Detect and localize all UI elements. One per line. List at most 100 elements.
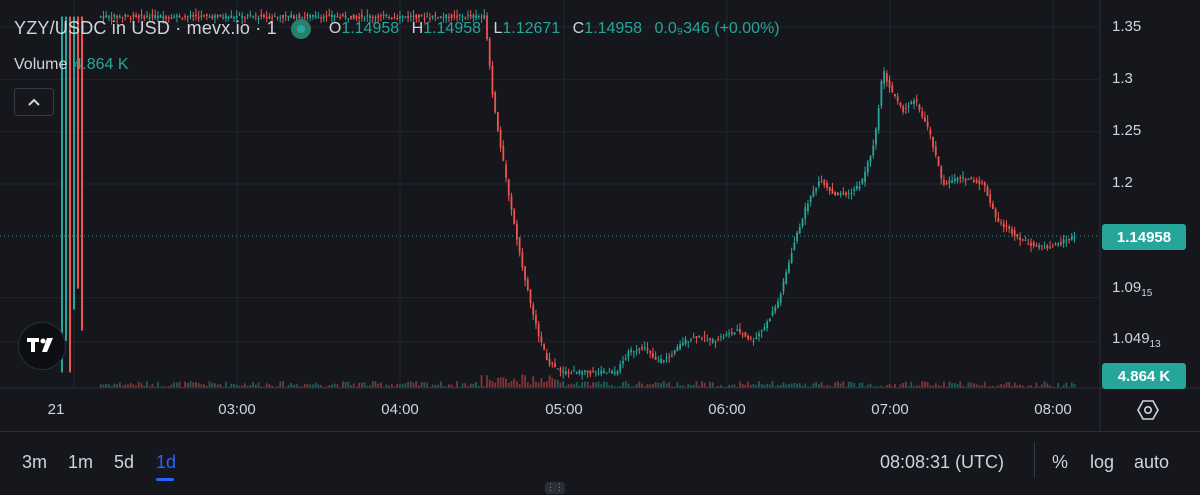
candle-body <box>551 363 554 365</box>
candle-body <box>937 156 940 167</box>
collapse-legend-button[interactable] <box>14 88 54 116</box>
candle-body <box>306 14 309 16</box>
volume-bar <box>853 383 856 388</box>
utc-clock[interactable]: 08:08:31 (UTC) <box>880 452 1005 472</box>
candle-body <box>360 14 363 18</box>
candle-body <box>703 335 706 337</box>
time-tick: 07:00 <box>871 401 909 418</box>
volume-bar <box>496 377 499 388</box>
candle-body <box>858 186 861 189</box>
candle-body <box>760 330 763 332</box>
candle-body <box>619 364 622 371</box>
volume-bar <box>812 383 815 388</box>
volume-bar <box>290 382 293 388</box>
candle-body <box>260 14 263 17</box>
volume-bar <box>385 384 388 388</box>
volume-bar <box>744 384 747 388</box>
volume-bar <box>1011 386 1013 388</box>
grip-dots-icon[interactable]: ⋮⋮ <box>545 482 565 494</box>
volume-bar <box>461 383 464 388</box>
candle-body <box>301 17 303 19</box>
candle-body <box>798 226 801 234</box>
symbol-title[interactable]: YZY/USDC in USD · mevx.io · 1 <box>14 18 277 38</box>
range-1m-button[interactable]: 1m <box>68 452 94 472</box>
price-chart[interactable] <box>0 0 1200 431</box>
active-range-indicator <box>156 478 174 481</box>
volume-bar <box>224 381 227 388</box>
candle-body <box>649 350 652 354</box>
candle-body <box>388 17 390 19</box>
candle-body <box>684 338 687 344</box>
candle-body <box>964 178 967 181</box>
volume-bar <box>426 382 429 388</box>
volume-bar <box>836 381 839 388</box>
volume-bar <box>543 382 546 388</box>
candle-body <box>692 336 695 338</box>
volume-bar <box>600 383 603 388</box>
volume-bar <box>608 385 611 388</box>
candle-body <box>162 16 165 19</box>
volume-bar <box>1043 381 1046 388</box>
percent-scale-button[interactable]: % <box>1052 452 1069 472</box>
volume-bar <box>203 384 206 388</box>
volume-bar <box>964 386 967 388</box>
volume-bar <box>271 385 274 388</box>
time-tick: 06:00 <box>708 401 746 418</box>
candle-body <box>994 208 997 218</box>
candle-body <box>524 266 526 281</box>
volume-bar <box>233 384 235 388</box>
log-scale-button[interactable]: log <box>1090 452 1115 472</box>
candle-body <box>891 85 894 93</box>
chart-grid <box>0 0 1100 388</box>
volume-bar <box>137 381 140 388</box>
candle-body <box>850 192 853 194</box>
candle-body <box>233 17 235 19</box>
volume-bar <box>1060 386 1062 388</box>
candle-body <box>295 17 298 19</box>
candle-body <box>219 14 222 17</box>
tradingview-logo[interactable] <box>18 322 66 370</box>
candle-body <box>244 17 246 19</box>
candle-body <box>611 370 614 374</box>
volume-bar <box>211 383 214 388</box>
candle-body <box>1016 234 1019 237</box>
candle-body <box>918 104 921 110</box>
candle-body <box>456 15 458 18</box>
candle-body <box>883 71 886 84</box>
candle-body <box>173 16 176 19</box>
volume-bar <box>695 381 698 388</box>
volume-bar <box>306 384 309 388</box>
range-5d-button[interactable]: 5d <box>114 452 135 472</box>
auto-scale-button[interactable]: auto <box>1134 452 1170 472</box>
candle-body <box>480 16 483 18</box>
range-3m-button[interactable]: 3m <box>22 452 48 472</box>
volume-bar <box>662 381 665 388</box>
volume-bar <box>265 383 268 388</box>
candle-body <box>768 318 771 322</box>
volume-bar <box>279 381 282 388</box>
volume-bar <box>382 386 385 388</box>
candle-body <box>320 17 322 19</box>
candle-body <box>902 106 905 112</box>
tradingview-logo-icon <box>27 338 53 352</box>
volume-bar <box>322 386 325 388</box>
candle-body <box>564 371 567 375</box>
volume-bar <box>295 383 298 388</box>
candle-body <box>836 192 839 196</box>
candle-body <box>584 370 586 373</box>
volume-label[interactable]: Volume <box>14 56 68 73</box>
volume-bar <box>690 385 692 388</box>
settings-hexagon-icon[interactable] <box>1136 398 1160 422</box>
volume-bar <box>420 382 423 388</box>
candle-body <box>823 180 826 185</box>
live-status-icon <box>290 18 311 39</box>
candle-body <box>1038 245 1041 248</box>
candle-body <box>967 178 970 180</box>
candle-body <box>817 181 820 187</box>
volume-bar <box>143 385 146 388</box>
volume-bar <box>401 383 404 388</box>
candle-body <box>393 17 396 19</box>
volume-bar <box>646 384 649 388</box>
price-tick: 1.3 <box>1112 70 1133 87</box>
range-1d-button[interactable]: 1d <box>156 452 177 472</box>
